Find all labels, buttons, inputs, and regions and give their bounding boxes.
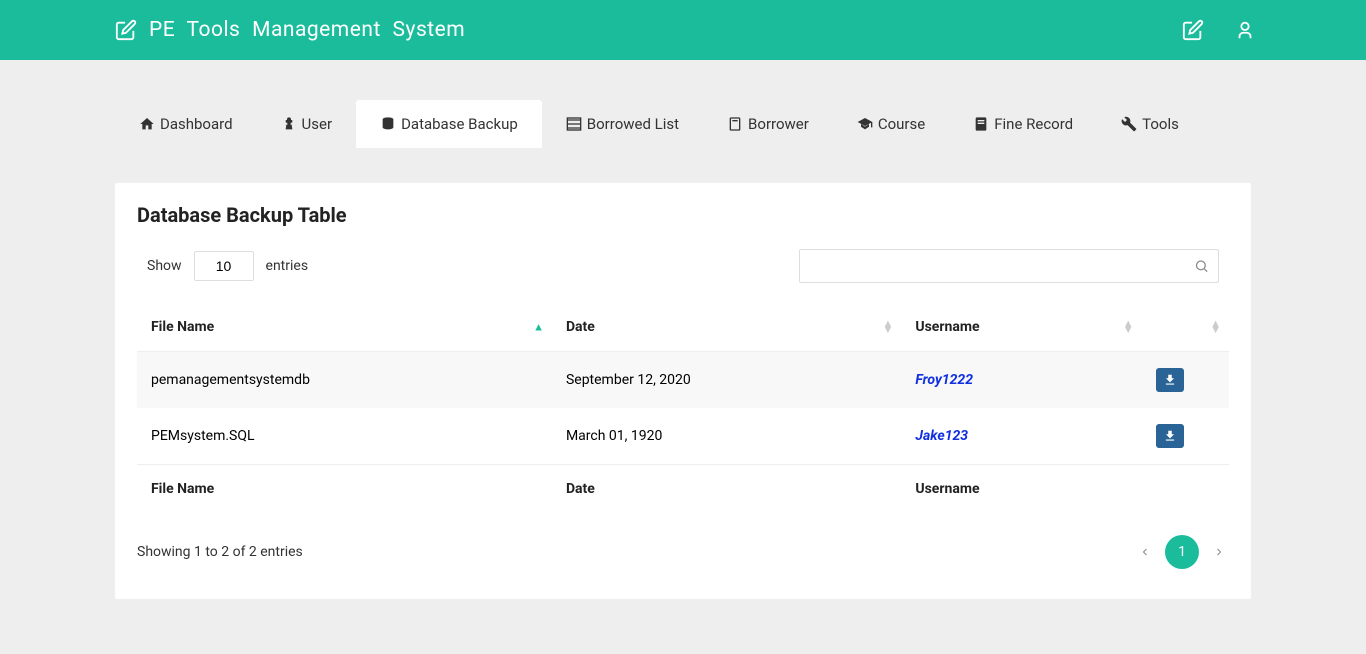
cell-date: March 01, 1920 bbox=[552, 408, 901, 465]
tab-label: Database Backup bbox=[401, 115, 518, 133]
tab-database-backup[interactable]: Database Backup bbox=[356, 100, 542, 148]
show-label: Show bbox=[147, 258, 182, 274]
list-icon bbox=[566, 116, 582, 132]
foot-date: Date bbox=[552, 465, 901, 514]
cell-filename: PEMsystem.SQL bbox=[137, 408, 552, 465]
page-prev[interactable] bbox=[1135, 538, 1155, 567]
sort-asc-icon: ▲ bbox=[533, 321, 544, 334]
page-current[interactable]: 1 bbox=[1165, 535, 1199, 569]
tab-borrowed-list[interactable]: Borrowed List bbox=[542, 100, 703, 148]
cell-action bbox=[1142, 408, 1229, 465]
nav-container: Dashboard User Database Backup Borrowed … bbox=[0, 100, 1366, 148]
table-controls: Show entries bbox=[137, 249, 1229, 283]
foot-filename: File Name bbox=[137, 465, 552, 514]
card-title: Database Backup Table bbox=[137, 203, 1229, 227]
entries-control: Show entries bbox=[147, 251, 308, 281]
table-row: PEMsystem.SQL March 01, 1920 Jake123 bbox=[137, 408, 1229, 465]
tab-borrower[interactable]: Borrower bbox=[703, 100, 833, 148]
sort-both-icon: ▲▼ bbox=[883, 321, 894, 333]
table-footer: Showing 1 to 2 of 2 entries 1 bbox=[137, 535, 1229, 569]
tab-label: Dashboard bbox=[160, 115, 233, 133]
tab-fine-record[interactable]: Fine Record bbox=[949, 100, 1097, 148]
pagination: 1 bbox=[1135, 535, 1229, 569]
tab-tools[interactable]: Tools bbox=[1097, 100, 1203, 148]
page-size-input[interactable] bbox=[194, 251, 254, 281]
col-date[interactable]: Date ▲▼ bbox=[552, 303, 901, 352]
chevron-left-icon bbox=[1139, 546, 1151, 558]
nav-tabs: Dashboard User Database Backup Borrowed … bbox=[115, 100, 1251, 148]
search-icon bbox=[1194, 259, 1209, 274]
tab-user[interactable]: User bbox=[257, 100, 357, 148]
database-icon bbox=[380, 116, 396, 132]
home-icon bbox=[139, 116, 155, 132]
search-box bbox=[799, 249, 1219, 283]
col-action: ▲▼ bbox=[1142, 303, 1229, 352]
backup-table: File Name ▲ Date ▲▼ Username ▲▼ ▲▼ peman… bbox=[137, 303, 1229, 513]
download-icon bbox=[1163, 429, 1177, 443]
table-row: pemanagementsystemdb September 12, 2020 … bbox=[137, 352, 1229, 409]
foot-username: Username bbox=[901, 465, 1141, 514]
sort-both-icon: ▲▼ bbox=[1123, 321, 1134, 333]
download-button[interactable] bbox=[1156, 368, 1184, 392]
cell-username: Jake123 bbox=[901, 408, 1141, 465]
tab-dashboard[interactable]: Dashboard bbox=[115, 100, 257, 148]
col-username[interactable]: Username ▲▼ bbox=[901, 303, 1141, 352]
tab-label: Borrowed List bbox=[587, 115, 679, 133]
tab-label: Fine Record bbox=[994, 115, 1073, 133]
tab-label: Borrower bbox=[748, 115, 809, 133]
cell-username: Froy1222 bbox=[901, 352, 1141, 409]
topbar: PE Tools Management System bbox=[0, 0, 1366, 60]
graduation-icon bbox=[857, 116, 873, 132]
tab-label: Tools bbox=[1142, 115, 1179, 133]
app-title: PE Tools Management System bbox=[149, 18, 465, 42]
user-profile-icon[interactable] bbox=[1234, 19, 1256, 41]
table-header-row: File Name ▲ Date ▲▼ Username ▲▼ ▲▼ bbox=[137, 303, 1229, 352]
download-button[interactable] bbox=[1156, 424, 1184, 448]
cell-filename: pemanagementsystemdb bbox=[137, 352, 552, 409]
sort-both-icon: ▲▼ bbox=[1210, 321, 1221, 333]
topbar-brand[interactable]: PE Tools Management System bbox=[115, 18, 465, 42]
edit-icon bbox=[115, 19, 137, 41]
cell-action bbox=[1142, 352, 1229, 409]
topbar-actions bbox=[1182, 19, 1256, 41]
entries-label: entries bbox=[266, 258, 309, 274]
search-input[interactable] bbox=[799, 249, 1219, 283]
wrench-icon bbox=[1121, 116, 1137, 132]
record-icon bbox=[973, 116, 989, 132]
showing-text: Showing 1 to 2 of 2 entries bbox=[137, 544, 303, 560]
tab-course[interactable]: Course bbox=[833, 100, 949, 148]
col-filename[interactable]: File Name ▲ bbox=[137, 303, 552, 352]
book-icon bbox=[727, 116, 743, 132]
page-next[interactable] bbox=[1209, 538, 1229, 567]
compose-icon[interactable] bbox=[1182, 19, 1204, 41]
download-icon bbox=[1163, 373, 1177, 387]
table-footer-row: File Name Date Username bbox=[137, 465, 1229, 514]
tab-label: Course bbox=[878, 115, 925, 133]
chevron-right-icon bbox=[1213, 546, 1225, 558]
cell-date: September 12, 2020 bbox=[552, 352, 901, 409]
backup-card: Database Backup Table Show entries File … bbox=[115, 183, 1251, 599]
user-icon bbox=[281, 116, 297, 132]
foot-action bbox=[1142, 465, 1229, 514]
tab-label: User bbox=[302, 115, 333, 133]
